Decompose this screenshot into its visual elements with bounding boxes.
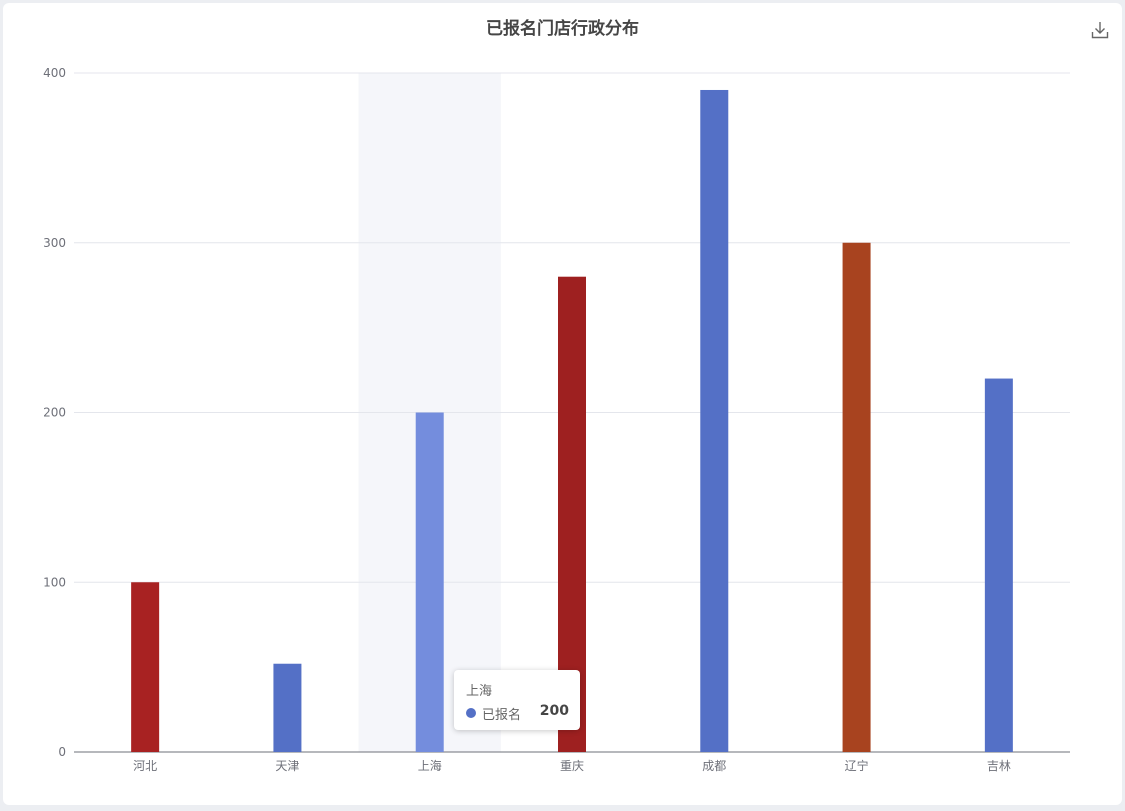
- y-tick-label: 0: [58, 745, 66, 759]
- tooltip-value: 200: [539, 703, 569, 719]
- tooltip-series-name: 已报名: [482, 708, 522, 723]
- x-tick-label: 吉林: [987, 759, 1011, 773]
- bar-成都: [700, 89, 729, 753]
- x-tick-label: 成都: [702, 759, 726, 773]
- download-icon[interactable]: [1089, 19, 1111, 41]
- y-tick-label: 400: [43, 66, 66, 80]
- x-tick-label: 天津: [275, 759, 299, 773]
- tooltip-title: 上海: [466, 684, 493, 699]
- x-tick-label: 上海: [418, 758, 442, 773]
- y-tick-label: 100: [43, 575, 66, 589]
- bar-吉林: [984, 378, 1013, 752]
- x-tick-label: 河北: [133, 759, 157, 773]
- y-tick-label: 300: [43, 236, 66, 250]
- tooltip-series-dot: [466, 708, 476, 718]
- y-tick-label: 200: [43, 406, 66, 420]
- chart-tooltip: 上海 已报名 200: [454, 670, 580, 730]
- bar-上海: [415, 412, 444, 752]
- chart-title: 已报名门店行政分布: [486, 19, 639, 39]
- bar-河北: [131, 582, 160, 752]
- bar-辽宁: [842, 242, 871, 752]
- bar-天津: [273, 663, 302, 752]
- x-tick-label: 辽宁: [845, 758, 869, 773]
- x-tick-label: 重庆: [560, 759, 584, 773]
